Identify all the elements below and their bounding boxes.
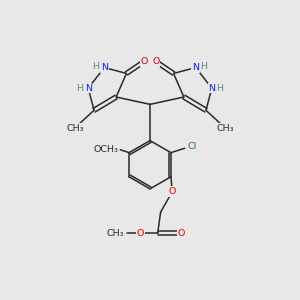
Text: O: O xyxy=(140,57,148,66)
Text: N: N xyxy=(85,84,92,93)
Text: CH₃: CH₃ xyxy=(106,229,124,238)
Text: H: H xyxy=(76,84,83,93)
Text: OCH₃: OCH₃ xyxy=(93,145,118,154)
Text: O: O xyxy=(152,57,160,66)
Text: O: O xyxy=(178,229,185,238)
Text: H: H xyxy=(217,84,224,93)
Text: Cl: Cl xyxy=(188,142,197,151)
Text: H: H xyxy=(93,62,100,71)
Text: O: O xyxy=(137,229,144,238)
Text: CH₃: CH₃ xyxy=(216,124,234,133)
Text: O: O xyxy=(169,187,176,196)
Text: CH₃: CH₃ xyxy=(66,124,84,133)
Text: N: N xyxy=(208,84,215,93)
Text: N: N xyxy=(192,63,199,72)
Text: H: H xyxy=(200,62,207,71)
Text: N: N xyxy=(101,63,108,72)
